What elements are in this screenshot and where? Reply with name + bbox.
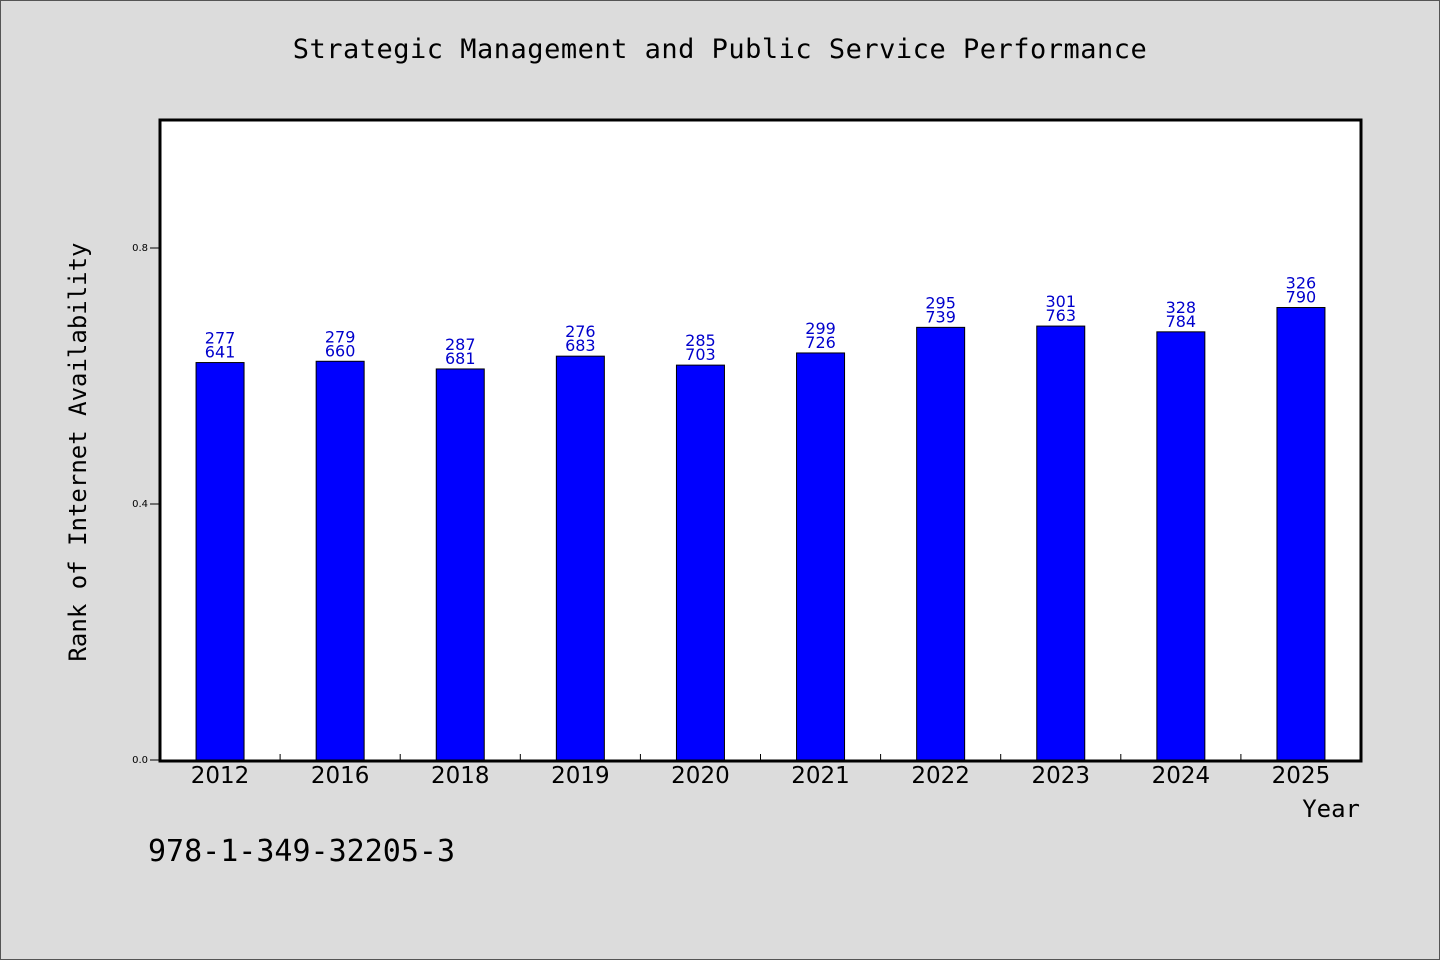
- y-tick-label: 0.0: [132, 755, 148, 766]
- data-label-bottom-2020: 703: [685, 345, 716, 364]
- y-axis-label: Rank of Internet Availability: [64, 242, 92, 661]
- y-axis: 0.0 0.4 0.8: [132, 243, 160, 766]
- isbn-caption: 978-1-349-32205-3: [148, 834, 456, 869]
- y-tick-label: 0.8: [132, 243, 148, 254]
- y-tick-label: 0.4: [132, 499, 148, 510]
- data-label-bottom-2022: 739: [925, 307, 956, 326]
- data-label-bottom-2021: 726: [805, 333, 836, 352]
- plot-border: [158, 118, 1363, 763]
- bar-2019: [555, 355, 605, 761]
- bar-2022: [916, 326, 966, 761]
- data-label-bottom-2018: 681: [445, 349, 476, 368]
- bar-2024: [1156, 331, 1206, 761]
- data-label-bottom-2019: 683: [565, 336, 596, 355]
- data-label-top-2025: 326: [1286, 274, 1317, 293]
- data-label-top-2024: 328: [1166, 298, 1197, 317]
- x-tick-label-2024: 2024: [1152, 763, 1211, 789]
- bar-2023: [1036, 325, 1086, 761]
- x-tick-label-2020: 2020: [671, 763, 730, 789]
- bar-2016: [315, 360, 365, 761]
- data-label-bottom-2012: 641: [205, 343, 236, 362]
- bar-2020: [675, 364, 725, 761]
- data-label-bottom-2016: 660: [325, 341, 356, 360]
- bar-2021: [796, 352, 846, 761]
- data-label-top-2019: 276: [565, 322, 596, 341]
- data-label-bottom-2024: 784: [1166, 312, 1197, 331]
- data-label-top-2023: 301: [1045, 292, 1076, 311]
- x-tick-label-2012: 2012: [191, 763, 250, 789]
- data-label-top-2016: 279: [325, 327, 356, 346]
- chart-title: Strategic Management and Public Service …: [292, 34, 1148, 65]
- data-label-top-2022: 295: [925, 293, 956, 312]
- x-tick-label-2025: 2025: [1272, 763, 1331, 789]
- data-label-top-2018: 287: [445, 335, 476, 354]
- x-tick-label-2016: 2016: [311, 763, 370, 789]
- x-tick-label-2023: 2023: [1031, 763, 1090, 789]
- data-label-bottom-2023: 763: [1045, 306, 1076, 325]
- x-axis: 2012 2016 2018 2019 2020 2021 2022 2023 2024 2025: [191, 754, 1330, 789]
- bar-2012: [195, 362, 245, 761]
- bar-2025: [1276, 307, 1326, 761]
- bars-group: [195, 307, 1326, 761]
- bar-2018: [435, 368, 485, 761]
- x-tick-label-2022: 2022: [911, 763, 970, 789]
- data-label-top-2020: 285: [685, 331, 716, 350]
- x-tick-label-2021: 2021: [791, 763, 850, 789]
- x-tick-label-2018: 2018: [431, 763, 490, 789]
- x-tick-label-2019: 2019: [551, 763, 610, 789]
- data-label-top-2021: 299: [805, 319, 836, 338]
- data-label-bottom-2025: 790: [1286, 288, 1317, 307]
- data-label-top-2012: 277: [205, 329, 236, 348]
- x-axis-label: Year: [1302, 795, 1360, 823]
